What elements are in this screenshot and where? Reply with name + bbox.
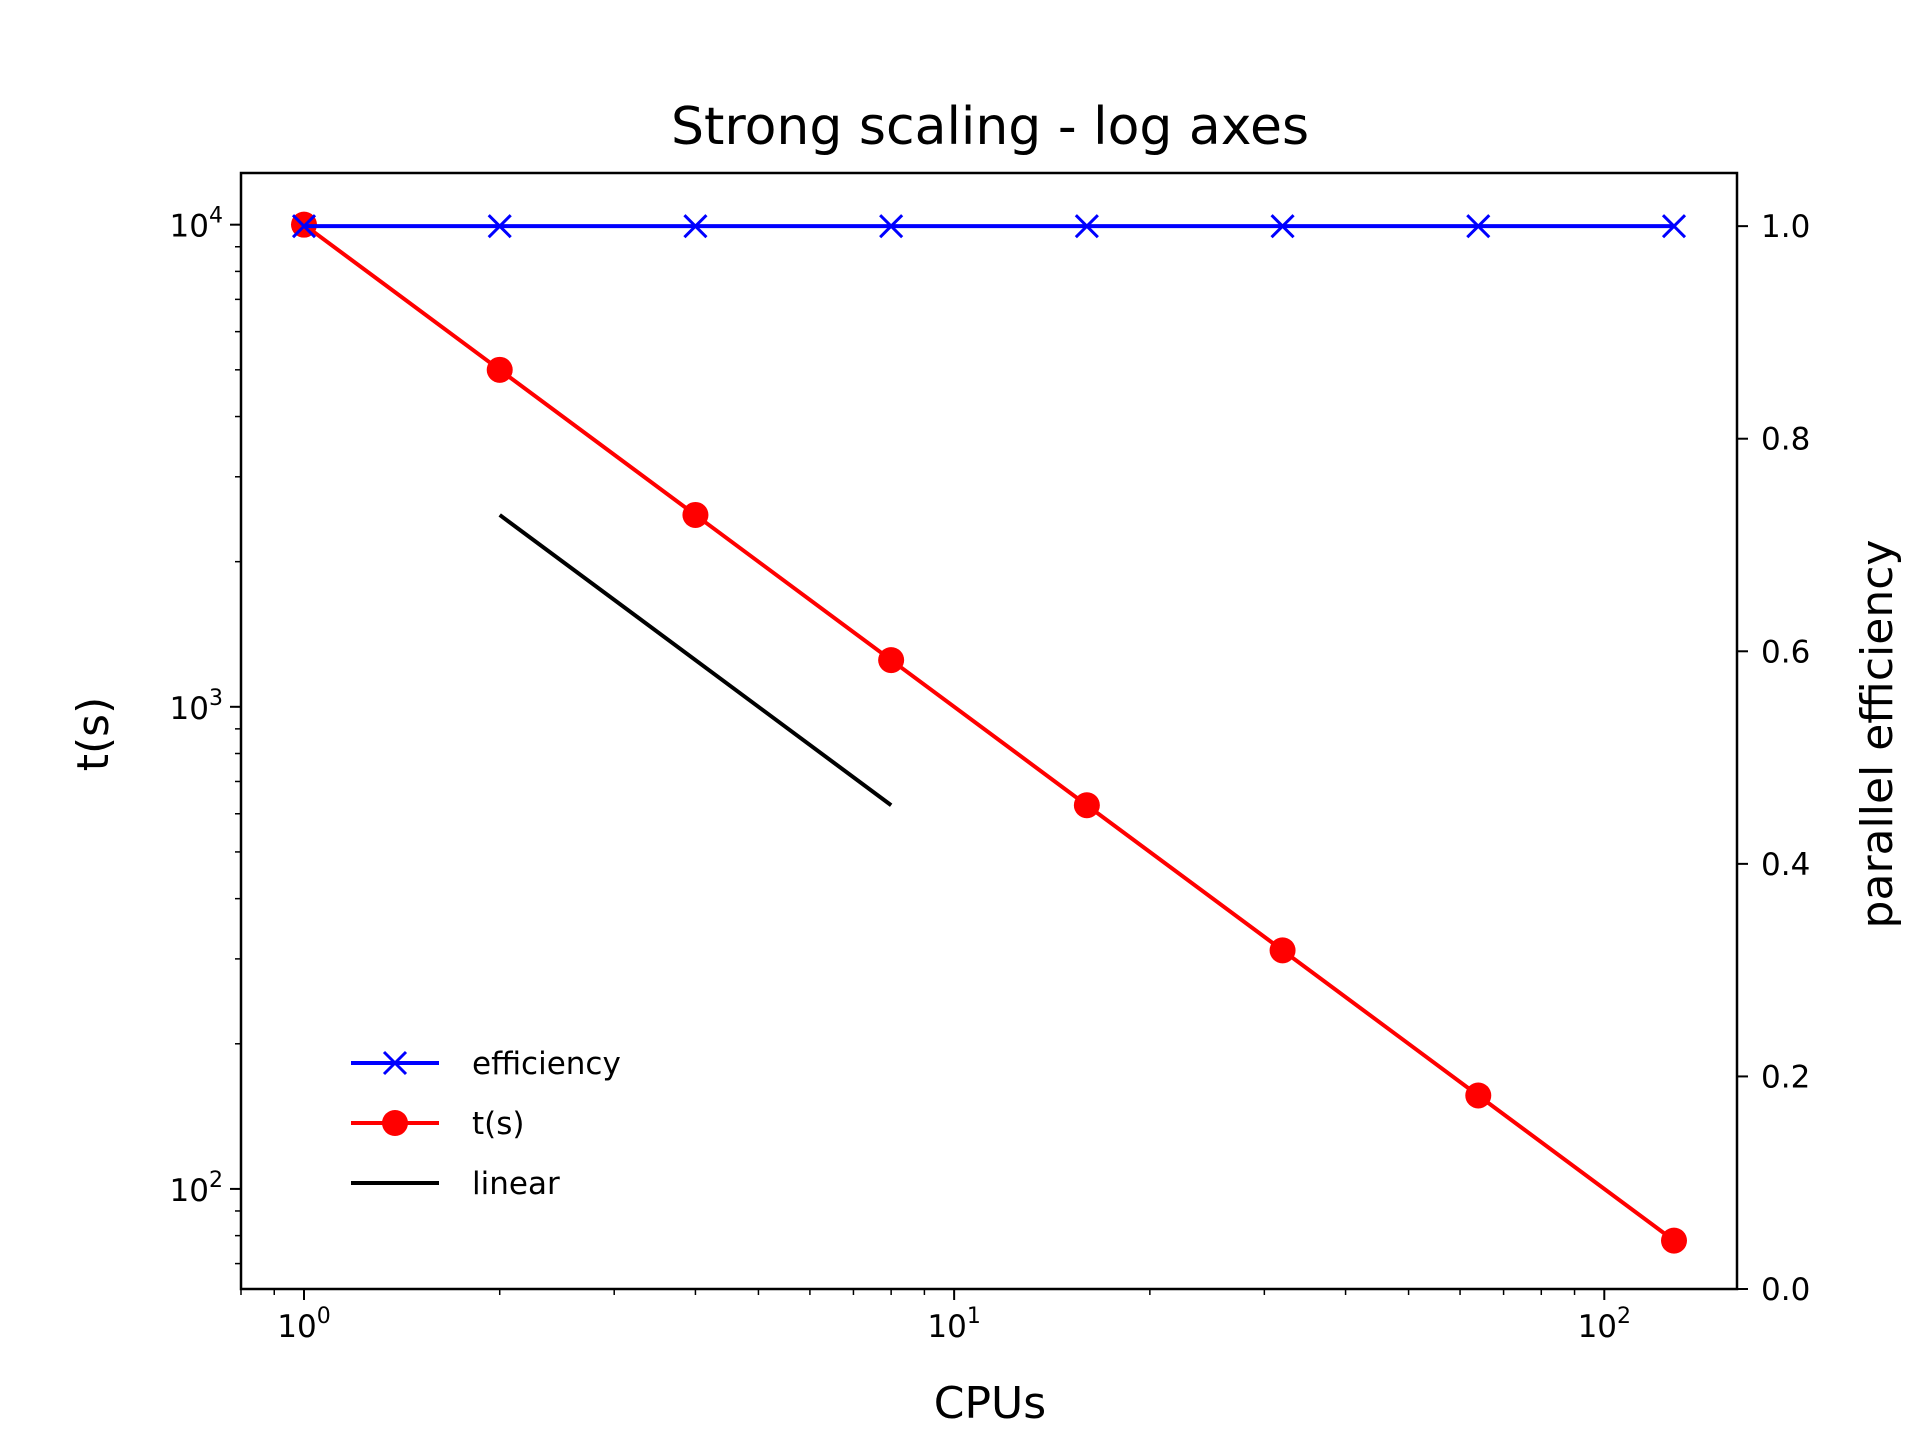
- x-tick-label: 102: [1578, 1304, 1631, 1345]
- point-efficiency: [1661, 214, 1687, 239]
- legend-label-linear: linear: [472, 1166, 560, 1202]
- y-tick-label: 104: [170, 204, 223, 245]
- plot-area: 100 101 102 102 103 104 0.0 0.2 0.4 0.6 0.8 1.0: [170, 171, 1810, 1345]
- point-efficiency: [487, 214, 512, 239]
- point-t-s: [878, 647, 905, 674]
- point-t-s: [1660, 1227, 1687, 1254]
- point-efficiency: [879, 214, 904, 239]
- y2-tick-label: 0.4: [1761, 847, 1810, 883]
- y2-tick-label: 1.0: [1761, 209, 1810, 245]
- x-tick-label: 101: [927, 1304, 980, 1345]
- legend-marker-t-s: [382, 1110, 408, 1136]
- y-tick-label: 102: [170, 1168, 223, 1209]
- y2-tick-label: 0.6: [1761, 634, 1810, 670]
- point-t-s: [1465, 1082, 1492, 1109]
- legend-label-efficiency: efficiency: [472, 1046, 621, 1082]
- axes: 100 101 102 102 103 104 0.0 0.2 0.4 0.6 0.8 1.0: [170, 171, 1810, 1345]
- point-t-s: [1073, 792, 1100, 819]
- legend-marker-efficiency: [382, 1050, 408, 1076]
- point-efficiency: [1270, 214, 1295, 239]
- y2-tick-label: 0.8: [1761, 422, 1810, 458]
- point-efficiency: [291, 214, 317, 239]
- point-t-s: [1269, 937, 1296, 964]
- x-tick-label: 100: [277, 1304, 330, 1345]
- y-tick-label: 103: [170, 686, 223, 727]
- point-efficiency: [683, 214, 708, 239]
- plot-frame: [239, 171, 1739, 1291]
- legend: efficiency t(s) linear: [351, 1046, 621, 1202]
- y-axis-title: t(s): [68, 697, 119, 772]
- x-axis-title: CPUs: [934, 1378, 1046, 1429]
- chart-title: Strong scaling - log axes: [671, 97, 1309, 157]
- series-line-linear: [498, 513, 893, 807]
- point-efficiency: [1074, 214, 1099, 239]
- point-t-s: [682, 501, 709, 528]
- y2-axis-title: parallel efficiency: [1852, 540, 1903, 929]
- series-layer: [291, 211, 1687, 1254]
- point-t-s: [486, 356, 513, 383]
- y2-tick-label: 0.0: [1761, 1272, 1810, 1308]
- legend-label-t-s: t(s): [472, 1106, 525, 1142]
- point-efficiency: [1466, 214, 1491, 239]
- series-line-t-s: [302, 223, 1676, 1243]
- y2-tick-label: 0.2: [1761, 1059, 1810, 1095]
